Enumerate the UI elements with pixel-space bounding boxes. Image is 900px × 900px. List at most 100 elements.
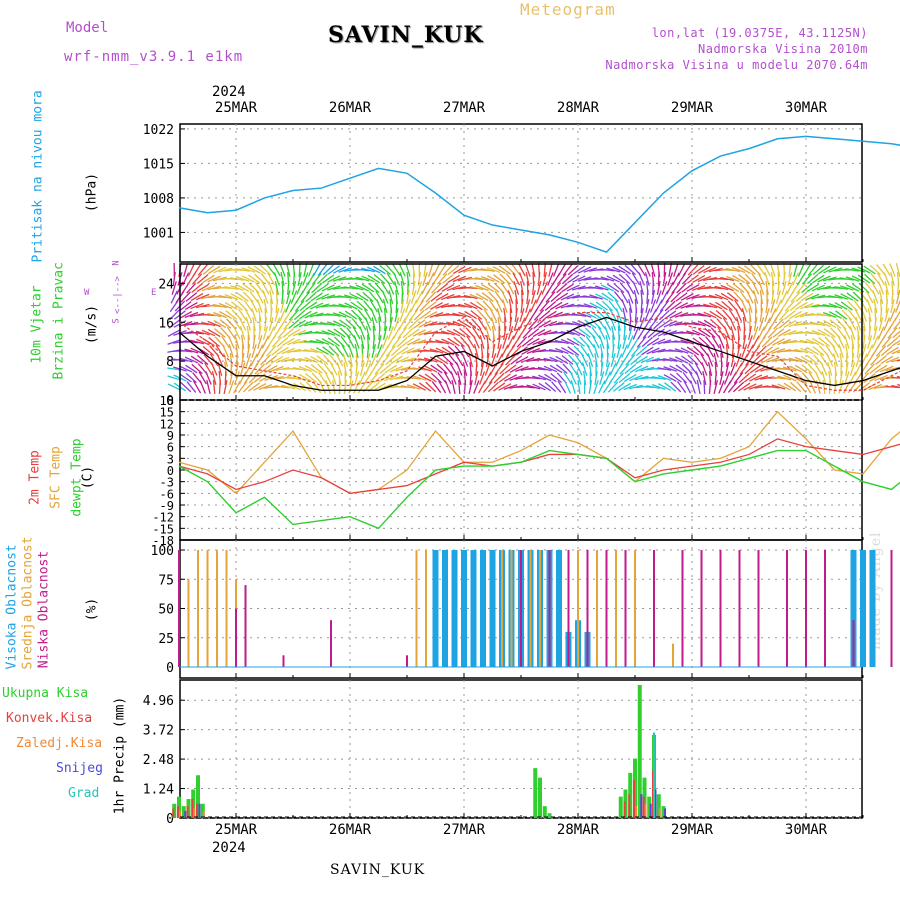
wind-barb (185, 364, 198, 374)
wind-barb (186, 381, 197, 393)
wind-barb (842, 317, 852, 331)
wind-barb (326, 285, 341, 291)
wind-barb (316, 273, 328, 285)
wind-barb (268, 317, 274, 331)
cloud-ytick-label: 0 (166, 661, 174, 676)
wind-barb (543, 262, 547, 278)
wind-barb (479, 335, 485, 349)
precip-snow-bar (649, 803, 652, 818)
wind-barb (394, 281, 400, 295)
wind-barb (874, 364, 888, 374)
wind-barb (312, 263, 321, 277)
wind-barb (814, 371, 822, 385)
wind-barb (612, 266, 626, 274)
wind-barb (668, 262, 672, 278)
wind-barb (424, 301, 437, 311)
wind-barb (315, 293, 330, 301)
wind-barb (698, 336, 710, 348)
low-cloud-bar (805, 550, 807, 667)
wind-barb (218, 294, 233, 300)
wind-barb (532, 328, 546, 338)
wind-barb (794, 301, 808, 311)
wind-barb (247, 274, 261, 284)
wind-barb (535, 290, 543, 304)
wind-barb (304, 321, 318, 327)
wind-barb (242, 381, 254, 393)
wind-barb (720, 276, 735, 282)
wind-barb (267, 326, 275, 340)
wind-barb (561, 346, 574, 356)
wind-barb (589, 294, 603, 300)
wind-barb (783, 319, 797, 329)
wind-barb (521, 337, 534, 347)
wind-barb (646, 384, 661, 390)
wind-barb (698, 328, 711, 338)
wind-barb (170, 290, 178, 304)
wind-barb (512, 272, 521, 286)
wind-barb (425, 291, 437, 303)
wind-barb (408, 318, 420, 330)
wind-barb (240, 352, 245, 368)
wind-barb (365, 353, 371, 367)
wind-barb (743, 383, 757, 391)
wind-barb (179, 373, 192, 383)
wind-barb (748, 325, 752, 341)
wind-barb (567, 346, 580, 356)
wind-barb (892, 330, 900, 339)
wind-barb (728, 308, 738, 322)
wind-barb (213, 311, 227, 319)
wind-barb (539, 300, 550, 312)
precip-total-bar (647, 796, 652, 818)
wind-barb (760, 366, 774, 372)
wind-barb (756, 263, 766, 277)
wind-barb (687, 274, 699, 284)
wind-barb (281, 337, 295, 347)
wind-barb (384, 364, 398, 374)
wind-barb (735, 308, 743, 322)
wind-barb (429, 356, 444, 364)
wind-barb (315, 303, 330, 309)
wind-barb (853, 300, 863, 312)
wind-barb (657, 375, 672, 381)
wind-barb (611, 343, 615, 359)
wind-barb (441, 293, 455, 301)
wind-barb (408, 309, 419, 321)
wind-barb (672, 272, 680, 286)
wind-barb (178, 320, 193, 328)
wind-barb (518, 263, 526, 277)
precip-frz-bar (193, 808, 196, 818)
wind-barb (344, 294, 358, 300)
wind-barb (286, 375, 301, 381)
wind-barb (513, 317, 519, 331)
wind-barb (626, 281, 635, 295)
wind-barb (855, 317, 862, 331)
wind-barb (742, 335, 747, 349)
wind-barb (343, 379, 347, 395)
wind-barb (459, 327, 471, 339)
wind-barb (871, 281, 880, 295)
wind-barb (595, 301, 608, 311)
wind-barb (190, 331, 205, 335)
wind-barb (795, 292, 808, 302)
wind-barb (875, 355, 887, 365)
date-label: 26MAR (328, 100, 372, 116)
wind-barb (382, 299, 388, 313)
wind-barb (854, 362, 862, 376)
wind-barb (418, 330, 432, 336)
cloud-ytick-label: 50 (158, 603, 174, 618)
wind-barb (556, 273, 567, 285)
wind-barb (489, 308, 498, 322)
wind-barb (893, 320, 900, 330)
wind-barb (664, 300, 676, 312)
wind-barb (437, 372, 447, 384)
temp-ytick-label: -12 (152, 511, 174, 525)
wind-barb (446, 329, 461, 337)
wind-barb (475, 361, 478, 377)
low-cloud-bar (719, 550, 722, 667)
wind-barb (252, 334, 256, 350)
wind-barb (441, 274, 454, 284)
wind-barb (623, 373, 637, 383)
wind-barb (877, 281, 885, 295)
wind-barb (848, 317, 857, 331)
wind-barb (238, 371, 247, 385)
